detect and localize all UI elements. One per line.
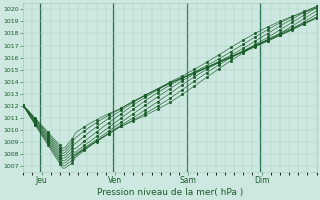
X-axis label: Pression niveau de la mer( hPa ): Pression niveau de la mer( hPa ) — [97, 188, 243, 197]
